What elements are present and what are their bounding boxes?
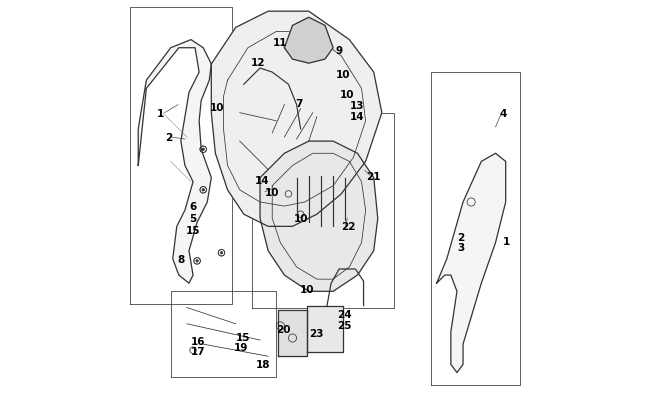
- Text: 12: 12: [251, 58, 265, 68]
- Circle shape: [202, 149, 204, 151]
- Polygon shape: [252, 113, 394, 308]
- Text: 10: 10: [336, 70, 350, 80]
- Text: 11: 11: [273, 38, 287, 47]
- Polygon shape: [278, 310, 307, 356]
- Text: 21: 21: [366, 171, 380, 181]
- Text: 2: 2: [458, 232, 465, 242]
- Text: 5: 5: [189, 214, 197, 224]
- Text: 2: 2: [165, 133, 172, 143]
- Text: 3: 3: [458, 243, 465, 253]
- Polygon shape: [437, 154, 506, 373]
- Text: 18: 18: [256, 359, 270, 369]
- Text: 20: 20: [276, 324, 291, 334]
- Circle shape: [196, 260, 198, 262]
- Polygon shape: [138, 40, 211, 284]
- Text: 8: 8: [177, 254, 185, 264]
- Circle shape: [220, 252, 223, 254]
- Text: 24: 24: [337, 309, 352, 319]
- Text: 14: 14: [255, 175, 269, 185]
- Polygon shape: [211, 12, 382, 227]
- Circle shape: [202, 189, 204, 192]
- Polygon shape: [307, 306, 343, 352]
- Text: 17: 17: [191, 347, 205, 356]
- Text: 10: 10: [293, 214, 308, 224]
- Text: 10: 10: [265, 188, 280, 197]
- Text: 19: 19: [233, 343, 248, 352]
- Text: 1: 1: [503, 236, 510, 246]
- Text: 10: 10: [340, 90, 355, 100]
- Text: 7: 7: [295, 98, 302, 108]
- Text: 13: 13: [350, 101, 364, 111]
- Text: 15: 15: [186, 226, 200, 236]
- Text: 23: 23: [309, 328, 323, 338]
- Text: 16: 16: [191, 336, 205, 346]
- Polygon shape: [260, 142, 378, 292]
- Polygon shape: [430, 73, 520, 385]
- Text: 4: 4: [500, 109, 508, 118]
- Text: 1: 1: [157, 109, 164, 118]
- Text: 10: 10: [300, 285, 314, 294]
- Text: 14: 14: [349, 112, 364, 122]
- Text: 10: 10: [210, 102, 225, 112]
- Text: 9: 9: [335, 46, 343, 55]
- Text: 22: 22: [341, 222, 356, 232]
- Text: 15: 15: [236, 332, 250, 342]
- Polygon shape: [171, 292, 276, 377]
- Polygon shape: [285, 18, 333, 64]
- Text: 25: 25: [337, 320, 352, 330]
- Text: 6: 6: [189, 202, 197, 211]
- Polygon shape: [130, 8, 231, 304]
